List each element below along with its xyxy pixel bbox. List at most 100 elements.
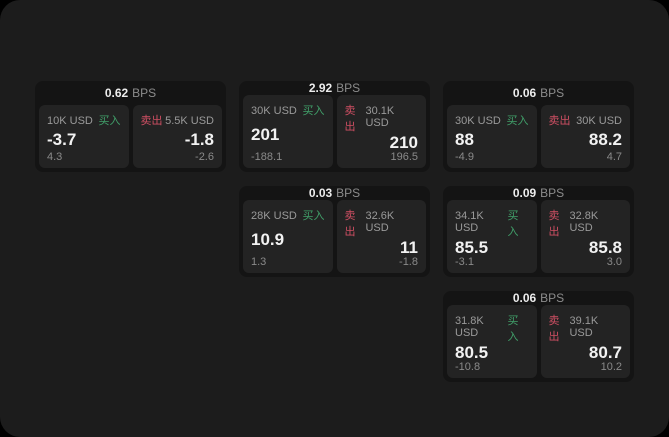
buy-delta: 4.3	[47, 151, 63, 163]
sell-panel[interactable]: 卖出 30.1K USD 210 196.5	[336, 95, 426, 168]
buy-value: 10.9	[251, 230, 285, 249]
buy-panel-header: 10K USD 买入	[47, 112, 121, 128]
bps-value: 0.62	[104, 86, 129, 100]
sell-delta: 3.0	[606, 256, 622, 268]
sell-panel[interactable]: 卖出 5.5K USD -1.8 -2.6	[132, 105, 222, 168]
sell-badge: 卖出	[548, 115, 571, 127]
buy-panel[interactable]: 30K USD 买入 88 -4.9	[447, 105, 537, 168]
buy-value: 88	[455, 130, 474, 149]
card-body: 30K USD 买入 201 -188.1 卖出 30.1K USD 210 1…	[243, 95, 426, 168]
buy-panel-header: 31.8K USD 买入	[455, 312, 529, 344]
quote-card: 0.06 BPS 30K USD 买入 88 -4.9 卖出 30K USD	[443, 81, 634, 172]
buy-value: 80.5	[455, 343, 489, 362]
card-body: 30K USD 买入 88 -4.9 卖出 30K USD 88.2 4.7	[447, 105, 630, 168]
sell-panel[interactable]: 卖出 39.1K USD 80.7 10.2	[540, 305, 630, 378]
quote-card: 0.09 BPS 34.1K USD 买入 85.5 -3.1 卖出 32.8K…	[443, 186, 634, 277]
buy-amount: 28K USD	[251, 210, 297, 222]
quote-card: 0.03 BPS 28K USD 买入 10.9 1.3 卖出 32.6K US…	[239, 186, 430, 277]
buy-delta: -3.1	[455, 256, 474, 268]
sell-panel-header: 卖出 32.6K USD	[345, 207, 419, 239]
card-body: 10K USD 买入 -3.7 4.3 卖出 5.5K USD -1.8 -2.…	[39, 105, 222, 168]
sell-panel[interactable]: 卖出 30K USD 88.2 4.7	[540, 105, 630, 168]
bps-unit-label: BPS	[336, 81, 361, 95]
sell-delta: 4.7	[606, 151, 622, 163]
sell-amount: 39.1K USD	[569, 315, 599, 339]
sell-badge: 卖出	[548, 210, 560, 238]
sell-amount: 30K USD	[576, 115, 622, 127]
buy-panel-header: 30K USD 买入	[455, 112, 529, 128]
sell-amount: 32.8K USD	[569, 210, 599, 234]
card-body: 31.8K USD 买入 80.5 -10.8 卖出 39.1K USD 80.…	[447, 305, 630, 378]
bps-unit-label: BPS	[132, 86, 157, 100]
sell-badge: 卖出	[548, 315, 560, 343]
card-header: 0.62 BPS	[39, 81, 222, 105]
card-header: 0.03 BPS	[243, 186, 426, 200]
buy-amount: 10K USD	[47, 115, 93, 127]
buy-delta: 1.3	[251, 256, 267, 268]
bps-unit-label: BPS	[540, 291, 565, 305]
buy-delta: -10.8	[455, 361, 481, 373]
buy-badge: 买入	[506, 115, 529, 127]
card-header: 0.09 BPS	[447, 186, 630, 200]
buy-badge: 买入	[507, 210, 519, 238]
sell-delta: -2.6	[195, 151, 214, 163]
buy-value: 85.5	[455, 238, 489, 257]
buy-panel[interactable]: 34.1K USD 买入 85.5 -3.1	[447, 200, 537, 273]
buy-value: -3.7	[47, 130, 77, 149]
buy-badge: 买入	[302, 105, 325, 117]
quote-grid: 0.62 BPS 10K USD 买入 -3.7 4.3 卖出 5.5K USD	[35, 81, 634, 382]
card-body: 34.1K USD 买入 85.5 -3.1 卖出 32.8K USD 85.8…	[447, 200, 630, 273]
buy-panel[interactable]: 28K USD 买入 10.9 1.3	[243, 200, 333, 273]
bps-unit-label: BPS	[336, 186, 361, 200]
buy-amount: 31.8K USD	[455, 315, 484, 339]
sell-badge: 卖出	[140, 115, 163, 127]
sell-amount: 5.5K USD	[165, 115, 214, 127]
sell-panel-header: 卖出 32.8K USD	[549, 207, 623, 239]
sell-badge: 卖出	[344, 210, 356, 238]
buy-value: 201	[251, 125, 280, 144]
buy-panel[interactable]: 30K USD 买入 201 -188.1	[243, 95, 333, 168]
sell-value: 85.8	[588, 238, 622, 257]
sell-panel-header: 卖出 5.5K USD	[141, 112, 215, 128]
bps-value: 0.06	[512, 86, 537, 100]
quote-card: 0.06 BPS 31.8K USD 买入 80.5 -10.8 卖出 39.1…	[443, 291, 634, 382]
card-header: 0.06 BPS	[447, 291, 630, 305]
sell-delta: -1.8	[399, 256, 418, 268]
buy-badge: 买入	[98, 115, 121, 127]
sell-delta: 10.2	[600, 361, 622, 373]
sell-panel[interactable]: 卖出 32.8K USD 85.8 3.0	[540, 200, 630, 273]
bps-unit-label: BPS	[540, 86, 565, 100]
sell-panel-header: 卖出 30K USD	[549, 112, 623, 128]
buy-panel[interactable]: 10K USD 买入 -3.7 4.3	[39, 105, 129, 168]
buy-amount: 30K USD	[251, 105, 297, 117]
card-body: 28K USD 买入 10.9 1.3 卖出 32.6K USD 11 -1.8	[243, 200, 426, 273]
quote-card: 2.92 BPS 30K USD 买入 201 -188.1 卖出 30.1K …	[239, 81, 430, 172]
sell-amount: 30.1K USD	[365, 105, 395, 129]
buy-delta: -188.1	[251, 151, 283, 163]
buy-delta: -4.9	[455, 151, 474, 163]
card-header: 2.92 BPS	[243, 81, 426, 95]
bps-value: 2.92	[308, 81, 333, 95]
buy-badge: 买入	[507, 315, 519, 343]
buy-amount: 30K USD	[455, 115, 501, 127]
buy-panel-header: 30K USD 买入	[251, 102, 325, 118]
sell-delta: 196.5	[390, 151, 418, 163]
sell-value: 88.2	[588, 130, 622, 149]
bps-value: 0.03	[308, 186, 333, 200]
card-header: 0.06 BPS	[447, 81, 630, 105]
bps-value: 0.09	[512, 186, 537, 200]
quote-card: 0.62 BPS 10K USD 买入 -3.7 4.3 卖出 5.5K USD	[35, 81, 226, 172]
sell-badge: 卖出	[344, 105, 356, 133]
sell-panel[interactable]: 卖出 32.6K USD 11 -1.8	[336, 200, 426, 273]
sell-value: 80.7	[588, 343, 622, 362]
buy-panel-header: 34.1K USD 买入	[455, 207, 529, 239]
sell-value: 11	[400, 238, 418, 257]
buy-panel-header: 28K USD 买入	[251, 207, 325, 223]
buy-panel[interactable]: 31.8K USD 买入 80.5 -10.8	[447, 305, 537, 378]
sell-panel-header: 卖出 30.1K USD	[345, 102, 419, 134]
bps-unit-label: BPS	[540, 186, 565, 200]
sell-value: -1.8	[184, 130, 214, 149]
buy-amount: 34.1K USD	[455, 210, 484, 234]
bps-value: 0.06	[512, 291, 537, 305]
